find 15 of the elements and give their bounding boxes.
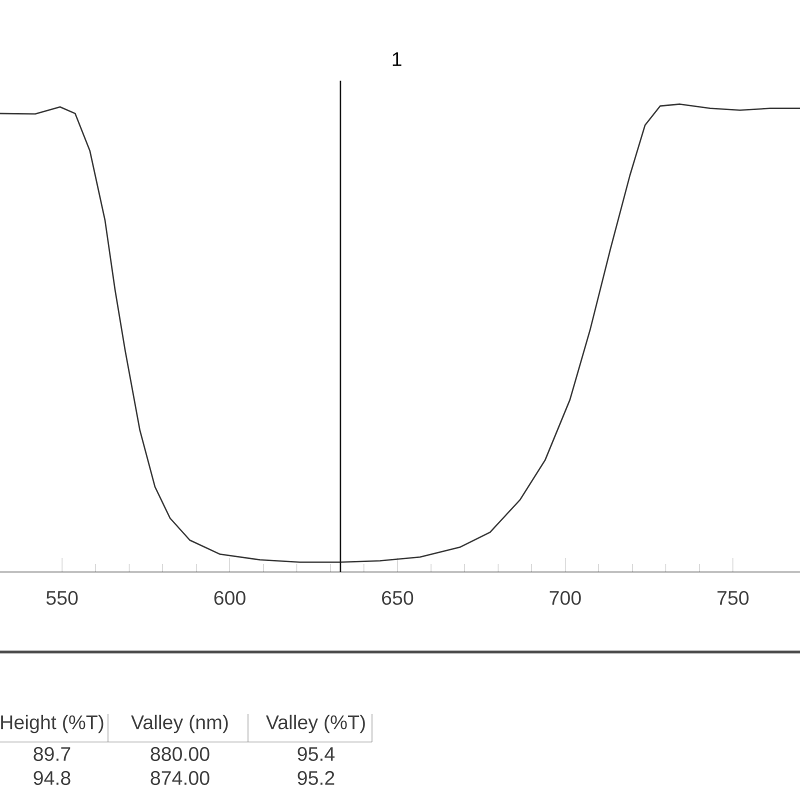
x-tick-label: 650 [382, 590, 414, 605]
text: 874.00 [150, 771, 210, 785]
text: 94.8 [34, 771, 70, 785]
text: Valley (nm) [131, 714, 228, 734]
text: 95.2 [298, 771, 334, 785]
x-tick-label: 550 [46, 590, 78, 605]
text: Height (%T) [1, 714, 104, 734]
text: Valley (%T) [266, 714, 365, 734]
text: 880.00 [150, 747, 210, 761]
text: 95.4 [298, 747, 335, 761]
x-tick-label: 600 [214, 590, 246, 605]
x-tick-label: 700 [550, 590, 581, 605]
text: 89.7 [34, 747, 70, 761]
x-tick-label: 750 [718, 590, 749, 605]
chart-title: 1 [392, 52, 402, 66]
